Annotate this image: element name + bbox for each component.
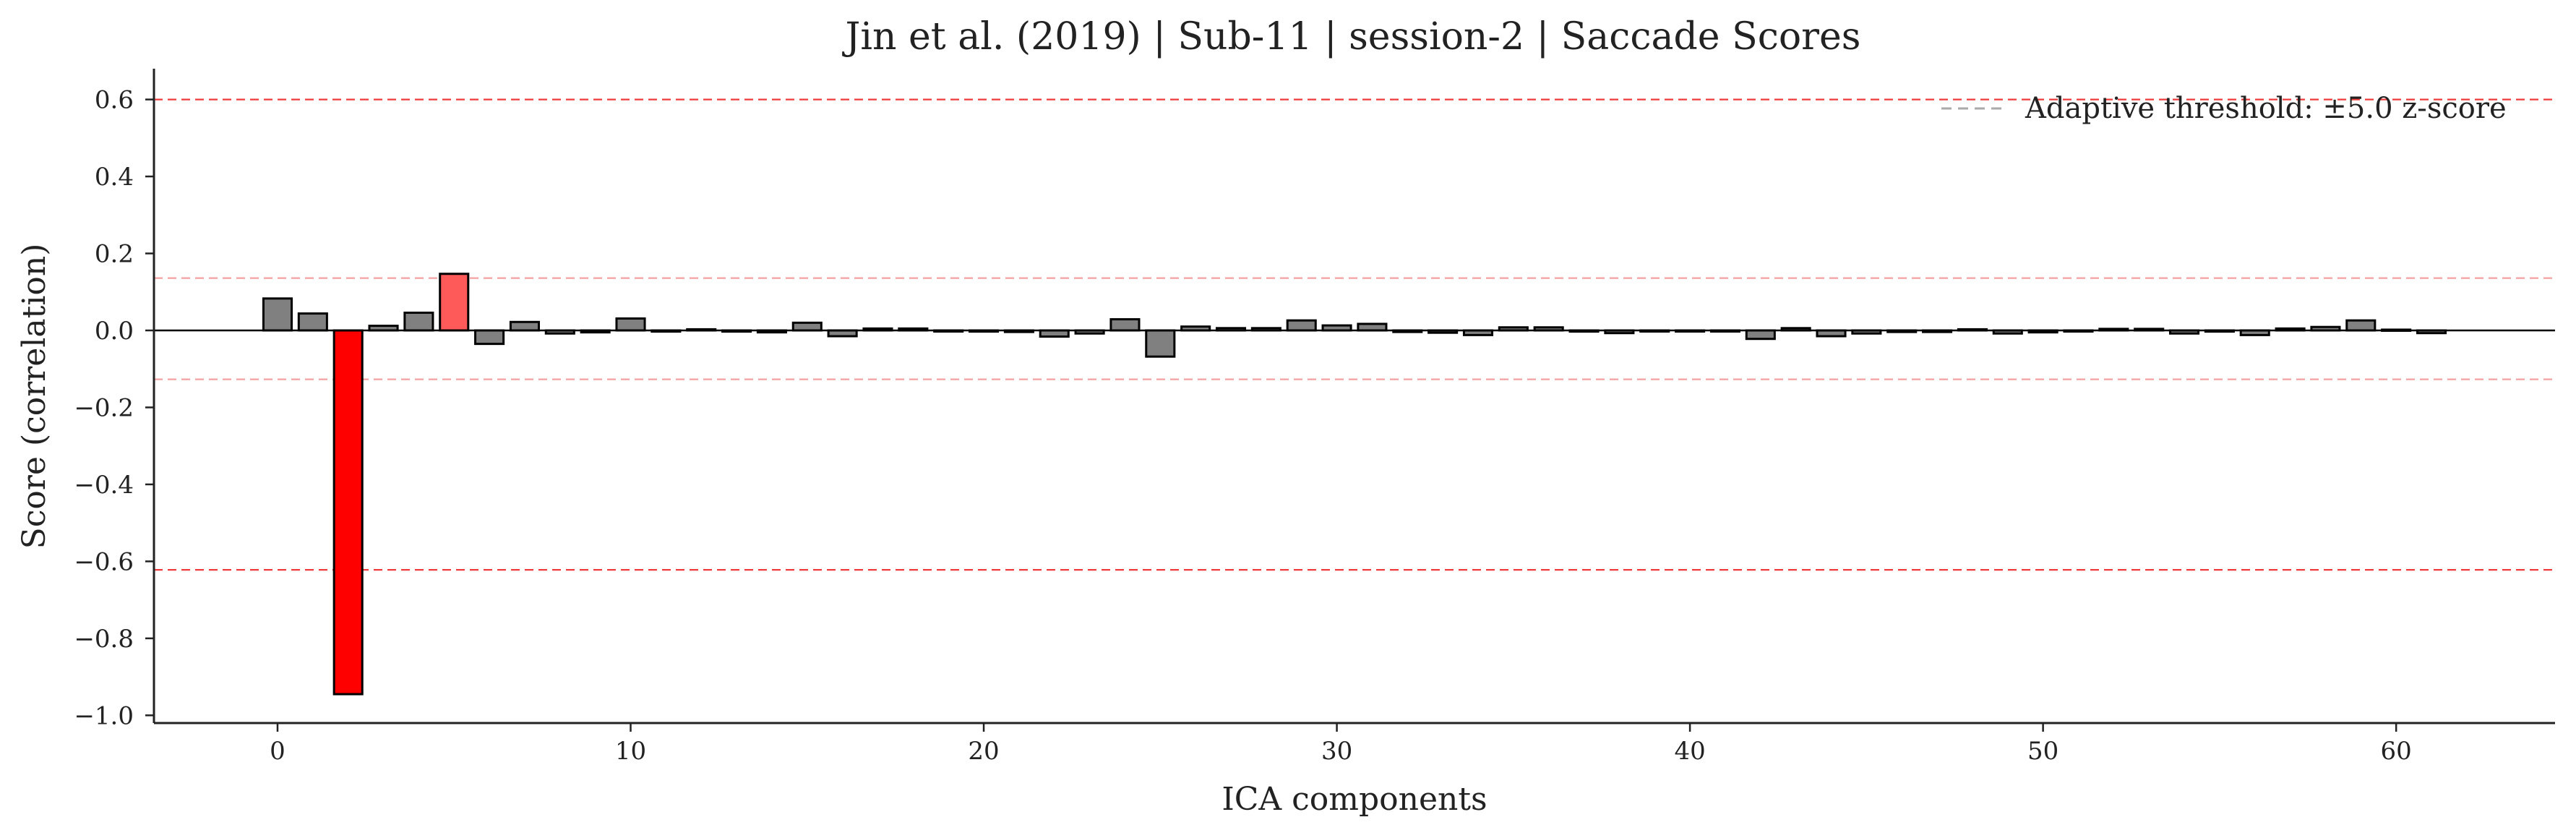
x-ticks: 0 10 20 30 40 50 60: [270, 723, 2412, 766]
x-tick-label: 10: [615, 737, 646, 766]
x-tick-label: 50: [2027, 737, 2058, 766]
x-tick-label: 40: [1674, 737, 1705, 766]
bar-component-59: [2345, 319, 2377, 332]
y-tick-label: −0.4: [74, 471, 134, 500]
x-tick-label: 60: [2381, 737, 2412, 766]
x-tick-label: 20: [968, 737, 999, 766]
bar-component-2: [332, 329, 364, 696]
bar-component-0: [262, 297, 293, 332]
legend: Adaptive threshold: ±5.0 z-score: [1941, 92, 2507, 125]
bar-component-15: [791, 321, 823, 332]
y-tick-label: −0.8: [74, 625, 134, 654]
chart-title: Jin et al. (2019) | Sub-11 | session-2 |…: [842, 15, 1861, 59]
y-tick-label: −0.2: [74, 393, 134, 422]
bar-component-42: [1745, 329, 1776, 341]
x-tick-label: 30: [1321, 737, 1352, 766]
legend-label: Adaptive threshold: ±5.0 z-score: [2025, 92, 2507, 125]
y-tick-label: 0.6: [95, 86, 134, 115]
bar-component-24: [1109, 318, 1141, 332]
y-tick-label: 0.4: [95, 163, 134, 192]
bar-component-1: [297, 312, 328, 332]
y-axis-label: Score (correlation): [16, 244, 53, 550]
bar-component-22: [1039, 329, 1070, 338]
bar-component-29: [1286, 319, 1317, 332]
bar-component-6: [474, 329, 505, 346]
y-tick-label: −0.6: [74, 547, 134, 576]
bar-component-31: [1357, 322, 1388, 332]
y-tick-label: 0.0: [95, 317, 134, 346]
bar-component-5: [439, 273, 470, 332]
y-tick-label: −1.0: [74, 701, 134, 730]
bars: [154, 273, 2555, 696]
x-tick-label: 0: [270, 737, 285, 766]
x-axis-label: ICA components: [1222, 781, 1487, 818]
y-tick-label: 0.2: [95, 240, 134, 269]
axes: [153, 69, 2555, 724]
bar-component-25: [1145, 329, 1176, 358]
y-ticks: 0.6 0.4 0.2 0.0 −0.2 −0.4 −0.6 −0.8 −1.0: [74, 86, 154, 730]
bar-component-10: [615, 317, 646, 332]
bar-component-7: [509, 320, 540, 332]
threshold-lines: [154, 98, 2555, 571]
bar-component-4: [403, 312, 434, 332]
